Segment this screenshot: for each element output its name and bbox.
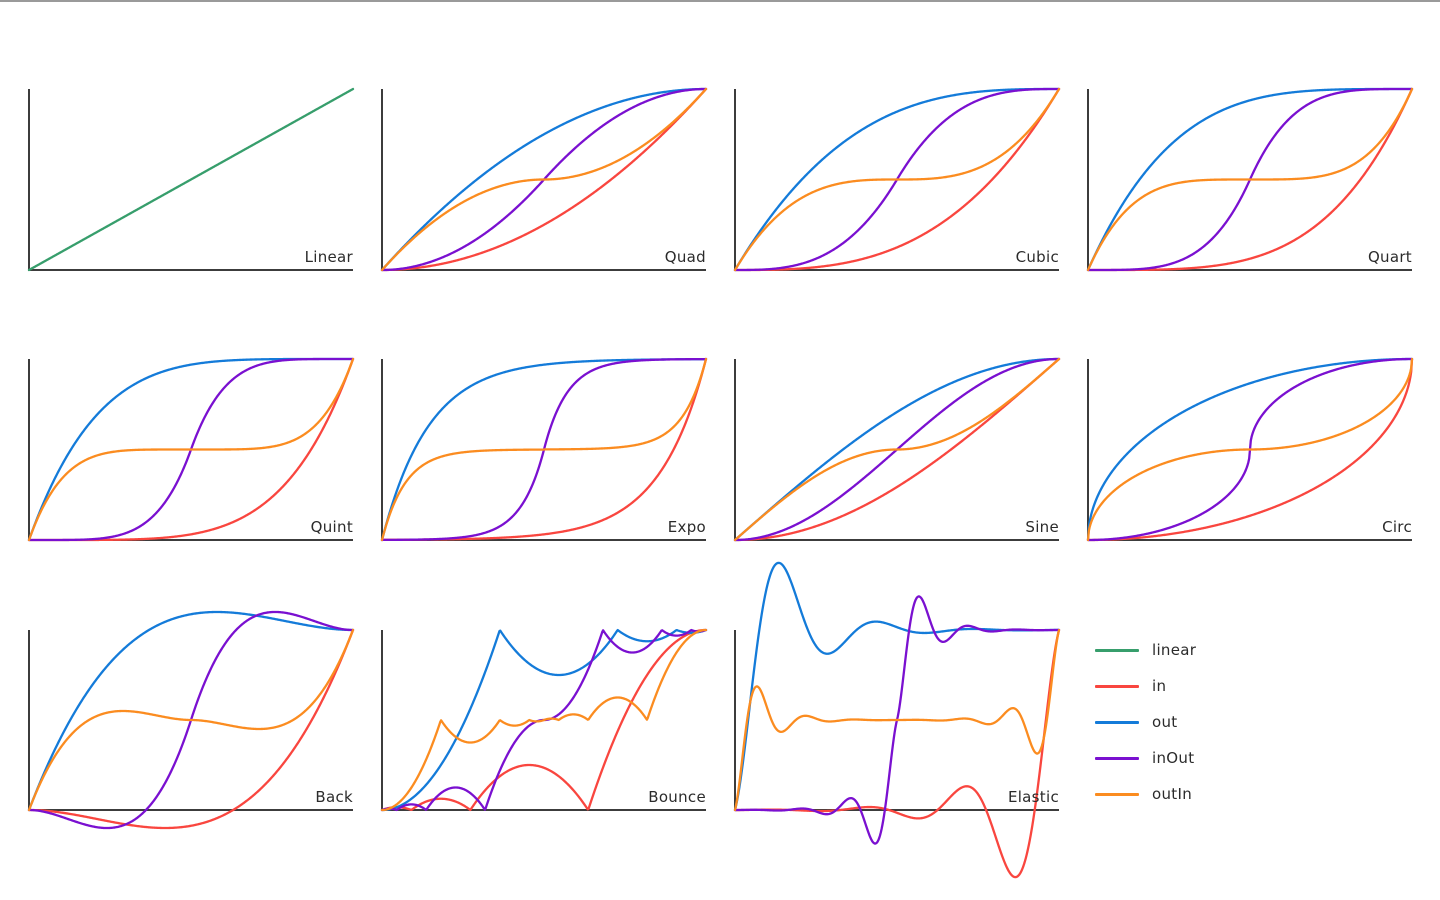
subplot-title-cubic: Cubic: [1015, 248, 1059, 266]
subplot-title-expo: Expo: [667, 518, 706, 536]
curve-sine-in: [733, 357, 1061, 542]
legend-item-outIn: outIn: [1095, 776, 1196, 812]
subplot-title-elastic: Elastic: [1007, 788, 1059, 806]
legend-line-swatch-out: [1095, 720, 1139, 724]
curve-sine-outIn: [733, 357, 1061, 542]
curve-linear-linear: [27, 87, 355, 272]
legend-label-inOut: inOut: [1152, 749, 1195, 767]
legend-line-swatch-in: [1095, 684, 1139, 688]
curve-quad-out: [380, 87, 708, 272]
subplot-title-sine: Sine: [1025, 518, 1059, 536]
curve-cubic-outIn: [733, 87, 1061, 272]
curve-expo-outIn: [380, 357, 708, 542]
subplot-title-back: Back: [315, 788, 353, 806]
legend-line-swatch-linear: [1095, 648, 1139, 652]
subplot-title-bounce: Bounce: [648, 788, 706, 806]
curve-back-outIn: [27, 628, 355, 812]
curve-sine-out: [733, 357, 1061, 542]
subplot-title-quint: Quint: [310, 518, 353, 536]
curve-quint-outIn: [27, 357, 355, 542]
subplot-title-linear: Linear: [304, 248, 353, 266]
legend-item-out: out: [1095, 704, 1196, 740]
curve-elastic-out: [733, 561, 1061, 812]
subplot-title-quart: Quart: [1367, 248, 1412, 266]
legend-label-out: out: [1152, 713, 1178, 731]
legend-line-swatch-inOut: [1095, 756, 1139, 760]
subplot-title-quad: Quad: [664, 248, 706, 266]
subplot-title-circ: Circ: [1382, 518, 1412, 536]
curve-quart-outIn: [1086, 87, 1414, 272]
window-top-border: [0, 0, 1440, 2]
legend-label-outIn: outIn: [1152, 785, 1192, 803]
curve-elastic-in: [733, 628, 1061, 879]
curve-circ-outIn: [1086, 357, 1414, 542]
curve-elastic-outIn: [733, 628, 1061, 812]
legend-item-inOut: inOut: [1095, 740, 1196, 776]
legend-item-in: in: [1095, 668, 1196, 704]
curve-back-in: [27, 628, 355, 830]
curve-circ-in: [1086, 357, 1414, 542]
curve-back-out: [27, 610, 355, 812]
curve-bounce-outIn: [380, 628, 708, 812]
curve-quad-in: [380, 87, 708, 272]
curve-quad-outIn: [380, 87, 708, 272]
curve-cubic-in: [733, 87, 1061, 272]
legend-line-swatch-outIn: [1095, 792, 1139, 796]
legend: linear in out inOut outIn: [1095, 632, 1196, 812]
legend-label-linear: linear: [1152, 641, 1197, 659]
legend-item-linear: linear: [1095, 632, 1196, 668]
curve-circ-out: [1086, 357, 1414, 542]
curve-cubic-out: [733, 87, 1061, 272]
legend-label-in: in: [1152, 677, 1167, 695]
